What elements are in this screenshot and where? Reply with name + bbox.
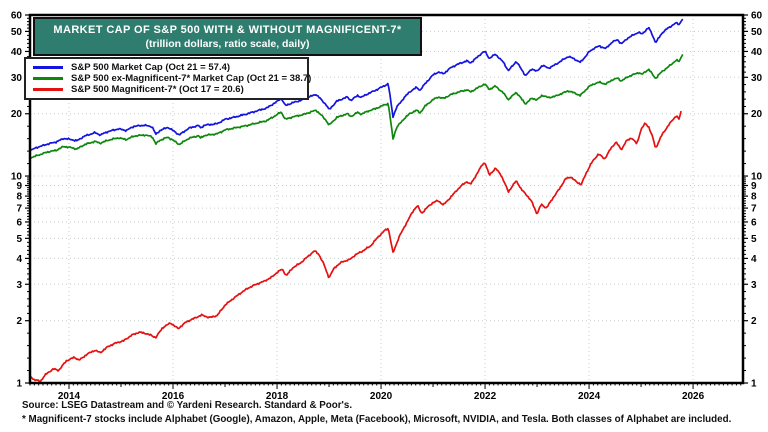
y-axis-label-right: 1	[751, 379, 757, 390]
y-axis-label-right: 20	[751, 109, 763, 120]
series-line-sp500	[30, 18, 684, 152]
y-axis-label-right: 8	[751, 192, 757, 203]
y-axis-label-left: 40	[11, 47, 23, 58]
y-axis-label-right: 6	[751, 217, 757, 228]
y-axis-label-left: 7	[16, 204, 22, 215]
y-axis-label-right: 30	[751, 73, 763, 84]
x-axis-label: 2018	[266, 391, 289, 402]
chart-legend: S&P 500 Market Cap (Oct 21 = 57.4) S&P 5…	[24, 57, 311, 100]
legend-line-swatch-green	[33, 77, 63, 80]
y-axis-label-right: 9	[751, 181, 757, 192]
legend-item-ex-mag7: S&P 500 ex-Magnificent-7* Market Cap (Oc…	[33, 73, 311, 84]
legend-label: S&P 500 ex-Magnificent-7* Market Cap (Oc…	[71, 73, 312, 84]
legend-label: S&P 500 Market Cap (Oct 21 = 57.4)	[71, 62, 231, 73]
legend-label: S&P 500 Magnificent-7* (Oct 17 = 20.6)	[71, 84, 244, 95]
x-axis-label: 2016	[162, 391, 185, 402]
y-axis-label-left: 1	[16, 379, 22, 390]
y-axis-label-right: 2	[751, 316, 757, 327]
legend-item-sp500: S&P 500 Market Cap (Oct 21 = 57.4)	[33, 62, 301, 73]
y-axis-label-right: 40	[751, 47, 763, 58]
y-axis-label-left: 20	[11, 109, 23, 120]
y-axis-label-right: 7	[751, 204, 757, 215]
y-axis-label-left: 10	[11, 172, 23, 183]
y-axis-label-left: 3	[16, 280, 22, 291]
y-axis-label-left: 6	[16, 217, 22, 228]
y-axis-label-left: 30	[11, 73, 23, 84]
series-line-ex-mag7	[30, 54, 684, 160]
footnote: * Magnificent-7 stocks include Alphabet …	[22, 414, 732, 425]
chart-subtitle: (trillion dollars, ratio scale, daily)	[145, 37, 310, 50]
x-axis-label: 2022	[474, 391, 497, 402]
y-axis-label-left: 50	[11, 27, 23, 38]
y-axis-label-left: 2	[16, 316, 22, 327]
source-credit: Source: LSEG Datastream and © Yardeni Re…	[22, 400, 353, 411]
y-axis-label-left: 4	[16, 254, 22, 265]
x-axis-label: 2014	[58, 391, 81, 402]
x-axis-label: 2024	[578, 391, 601, 402]
x-axis-label: 2020	[370, 391, 393, 402]
series-line-mag7	[30, 110, 682, 383]
chart-title: MARKET CAP OF S&P 500 WITH & WITHOUT MAG…	[53, 23, 402, 36]
chart-title-box: MARKET CAP OF S&P 500 WITH & WITHOUT MAG…	[33, 17, 422, 56]
legend-line-swatch-red	[33, 88, 63, 91]
y-axis-label-left: 60	[11, 11, 23, 22]
y-axis-label-right: 3	[751, 280, 757, 291]
y-axis-label-left: 8	[16, 192, 22, 203]
legend-line-swatch-blue	[33, 66, 63, 69]
plot-frame	[28, 13, 745, 385]
y-axis-label-right: 60	[751, 11, 763, 22]
y-axis-label-right: 4	[751, 254, 757, 265]
x-axis-label: 2026	[682, 391, 705, 402]
y-axis-label-left: 9	[16, 181, 22, 192]
y-axis-label-right: 50	[751, 27, 763, 38]
y-axis-label-right: 10	[751, 172, 763, 183]
y-axis-label-right: 5	[751, 234, 757, 245]
y-axis-label-left: 5	[16, 234, 22, 245]
legend-item-mag7: S&P 500 Magnificent-7* (Oct 17 = 20.6)	[33, 84, 301, 95]
